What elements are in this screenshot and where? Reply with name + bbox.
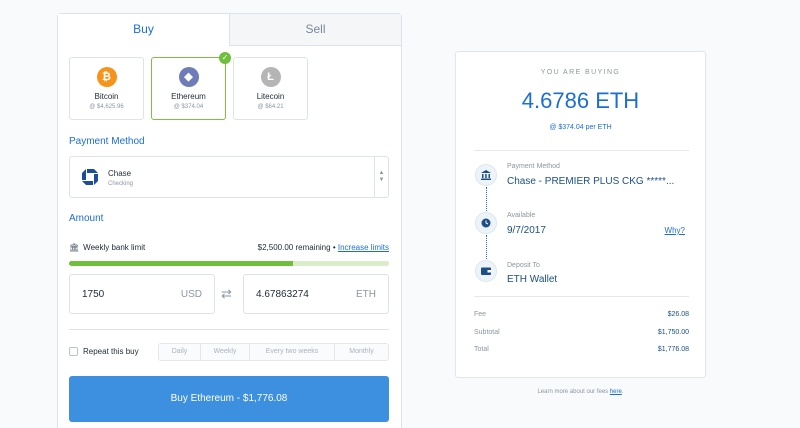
eth-amount-value: 4.67863274 [256, 289, 309, 300]
divider [474, 296, 689, 297]
fees-here-link[interactable]: here [609, 389, 622, 395]
chevron-updown-icon: ▲ ▼ [374, 157, 388, 197]
clock-icon [475, 212, 497, 234]
fees-footer-end: . [621, 389, 624, 395]
limit-progress-fill [69, 261, 293, 266]
coin-name: Ethereum [171, 92, 206, 101]
usd-currency-label: USD [180, 289, 202, 300]
coin-option-ethereum[interactable]: ✓ ◆ Ethereum @ $374.04 [151, 52, 231, 120]
buy-ethereum-button[interactable]: Buy Ethereum - $1,776.08 [69, 376, 389, 422]
repeat-checkbox[interactable] [69, 347, 78, 356]
deposit-to-label: Deposit To [507, 262, 540, 269]
usd-amount-value: 1750 [82, 289, 105, 300]
timeline-connector [486, 235, 487, 259]
ethereum-icon: ◆ [178, 67, 199, 87]
freq-option-monthly[interactable]: Monthly [349, 348, 374, 355]
why-link[interactable]: Why? [664, 226, 685, 235]
subtotal-row: Subtotal $1,750.00 [474, 329, 689, 336]
coin-price: @ $4,625.96 [89, 104, 124, 110]
deposit-to-value: ETH Wallet [507, 274, 558, 285]
available-date: 9/7/2017 [507, 225, 546, 236]
payment-method-label: Payment Method [507, 163, 560, 170]
payment-method-value: Chase - PREMIER PLUS CKG *****... [507, 176, 675, 187]
payment-method-label: Payment Method [69, 136, 145, 147]
coin-name: Litecoin [256, 92, 285, 101]
tab-buy[interactable]: Buy [58, 14, 229, 46]
fee-value: $26.08 [667, 311, 689, 318]
repeat-frequency-selector: Daily Weekly Every two weeks Monthly [158, 343, 389, 361]
coin-price: @ $64.21 [257, 104, 284, 110]
repeat-buy-toggle[interactable]: Repeat this buy [69, 347, 139, 356]
usd-amount-input[interactable]: 1750 USD [69, 274, 215, 314]
fees-footer: Learn more about our fees here. [455, 389, 706, 395]
fee-row: Fee $26.08 [474, 311, 689, 318]
total-label: Total [474, 346, 489, 353]
bitcoin-icon: ₿ [96, 67, 117, 87]
bank-icon: 🏛 [69, 243, 80, 252]
available-label: Available [507, 212, 536, 219]
limit-progress-bar [69, 261, 389, 266]
limit-remaining: $2,500.00 remaining [257, 243, 331, 252]
amount-label: Amount [69, 213, 104, 224]
buy-sell-tabs: Buy Sell [58, 14, 401, 46]
eth-currency-label: ETH [356, 289, 376, 300]
total-row: Total $1,776.08 [474, 346, 689, 353]
wallet-icon [475, 260, 497, 282]
swap-arrows-icon[interactable]: ⇄ [221, 286, 232, 301]
divider [69, 329, 389, 330]
timeline-connector [486, 187, 487, 211]
subtotal-label: Subtotal [474, 329, 500, 336]
payment-method-select[interactable]: Chase Checking ▲ ▼ [69, 156, 389, 198]
tab-sell[interactable]: Sell [229, 14, 401, 45]
freq-option-every-two-weeks[interactable]: Every two weeks [250, 344, 335, 360]
checkmark-icon: ✓ [219, 52, 231, 64]
coin-option-bitcoin[interactable]: ₿ Bitcoin @ $4,625.96 [69, 57, 144, 120]
weekly-limit-row: 🏛 Weekly bank limit $2,500.00 remaining •… [69, 243, 389, 252]
you-are-buying-label: YOU ARE BUYING [540, 69, 621, 76]
payment-method-type: Checking [108, 181, 134, 187]
coin-name: Bitcoin [94, 92, 119, 101]
payment-method-name: Chase [108, 169, 132, 178]
weekly-limit-label: Weekly bank limit [83, 243, 146, 252]
repeat-label: Repeat this buy [83, 347, 139, 356]
divider [474, 150, 689, 151]
buy-sell-panel: Buy Sell ₿ Bitcoin @ $4,625.96 ✓ ◆ Ether… [57, 13, 402, 428]
coin-price: @ $374.04 [173, 104, 204, 110]
coin-option-litecoin[interactable]: Ł Litecoin @ $64.21 [233, 57, 308, 120]
freq-option-daily[interactable]: Daily [159, 344, 201, 360]
separator-dot: • [332, 243, 336, 252]
fees-footer-text: Learn more about our fees [537, 389, 610, 395]
buy-rate: @ $374.04 per ETH [549, 124, 612, 131]
litecoin-icon: Ł [260, 67, 281, 87]
freq-option-weekly[interactable]: Weekly [201, 344, 250, 360]
coin-selector: ₿ Bitcoin @ $4,625.96 ✓ ◆ Ethereum @ $37… [69, 52, 308, 120]
order-summary-panel: YOU ARE BUYING 4.6786 ETH @ $374.04 per … [455, 51, 706, 378]
increase-limits-link[interactable]: Increase limits [337, 243, 389, 252]
total-value: $1,776.08 [657, 346, 689, 353]
chase-logo-icon [82, 169, 98, 185]
bank-icon [475, 164, 497, 186]
eth-amount-input[interactable]: 4.67863274 ETH [243, 274, 389, 314]
subtotal-value: $1,750.00 [657, 329, 689, 336]
fee-label: Fee [474, 311, 487, 318]
buy-amount: 4.6786 ETH [521, 88, 640, 113]
